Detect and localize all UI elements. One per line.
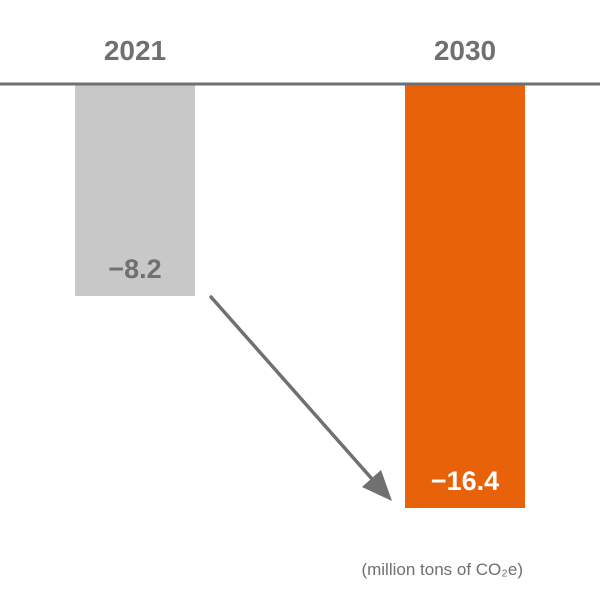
trend-arrow: [209, 295, 392, 501]
value-label-2021: −8.2: [108, 254, 161, 284]
trend-arrow-head: [362, 470, 392, 501]
category-label-2021: 2021: [104, 35, 166, 66]
value-label-2030: −16.4: [431, 466, 499, 496]
bar-2021: [75, 84, 195, 296]
category-label-2030: 2030: [434, 35, 496, 66]
category-labels: 2021 2030: [104, 35, 496, 66]
trend-arrow-shaft: [209, 295, 390, 499]
unit-note: (million tons of CO₂e): [361, 560, 523, 579]
bar-group: [75, 84, 525, 508]
bar-2030: [405, 84, 525, 508]
value-labels: −8.2 −16.4: [108, 254, 499, 496]
